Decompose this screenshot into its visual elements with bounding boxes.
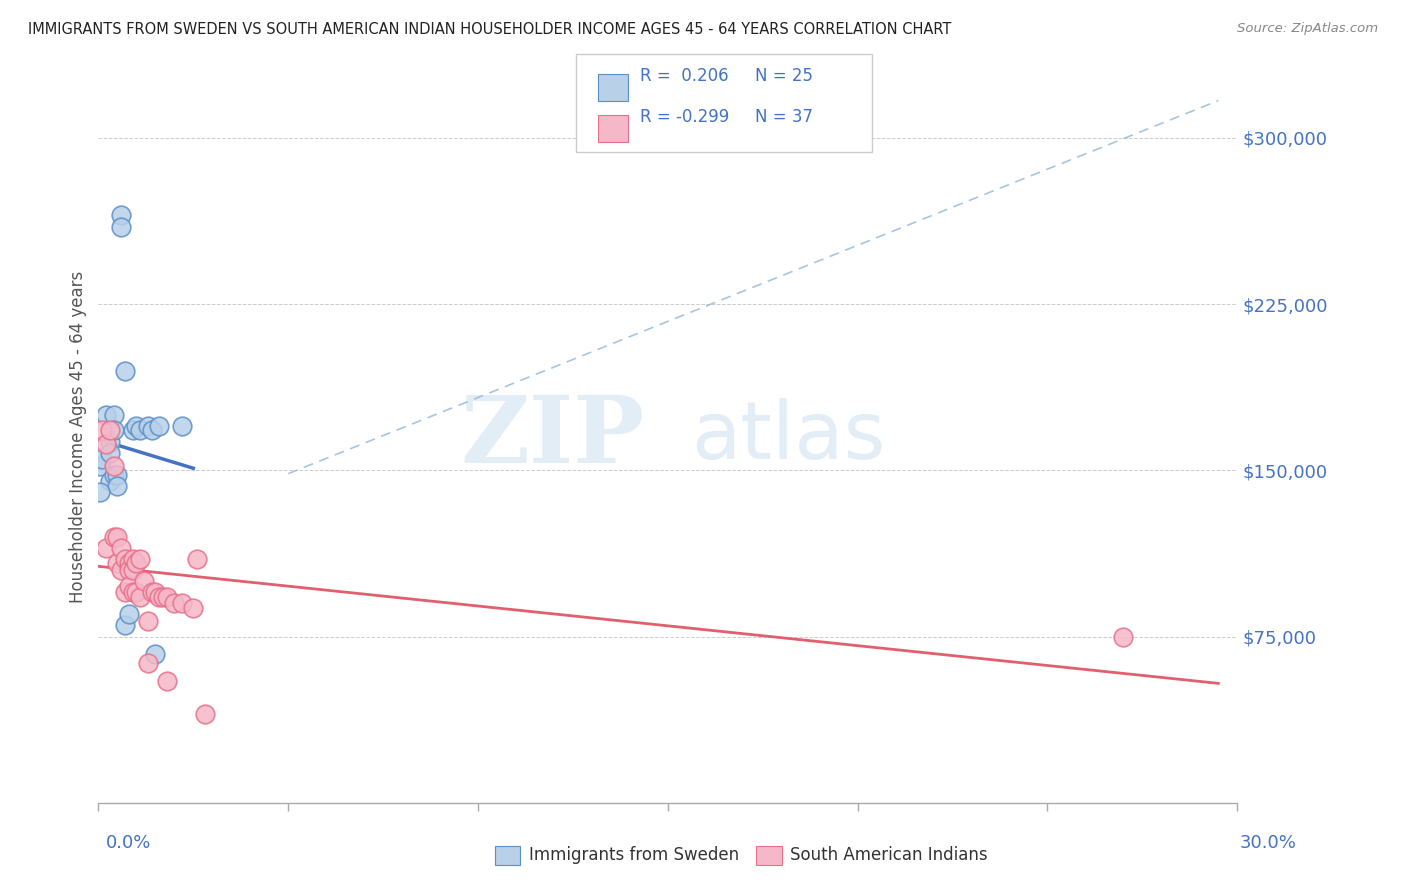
Text: R =  0.206: R = 0.206 xyxy=(640,67,728,85)
Text: 0.0%: 0.0% xyxy=(105,834,150,852)
Point xyxy=(186,552,208,566)
Point xyxy=(163,596,186,610)
Point xyxy=(145,648,167,662)
Text: ZIP: ZIP xyxy=(461,392,645,482)
Point xyxy=(136,419,159,434)
Point xyxy=(148,419,170,434)
Point xyxy=(110,541,132,555)
Text: Immigrants from Sweden: Immigrants from Sweden xyxy=(529,846,738,863)
Point xyxy=(170,419,193,434)
Point xyxy=(91,452,114,467)
Point xyxy=(103,424,125,438)
Point xyxy=(125,419,148,434)
Point xyxy=(141,585,163,599)
Point xyxy=(125,585,148,599)
Point xyxy=(89,458,111,473)
Point xyxy=(145,585,167,599)
Point xyxy=(194,707,217,722)
Point xyxy=(98,434,121,449)
Text: N = 25: N = 25 xyxy=(755,67,813,85)
Point xyxy=(103,530,125,544)
Point xyxy=(132,574,155,589)
Text: N = 37: N = 37 xyxy=(755,108,813,126)
Point xyxy=(129,552,152,566)
Text: R = -0.299: R = -0.299 xyxy=(640,108,728,126)
Point xyxy=(114,585,136,599)
Point xyxy=(148,590,170,604)
Point xyxy=(110,219,132,234)
Point xyxy=(103,408,125,422)
Point xyxy=(141,424,163,438)
Point xyxy=(98,424,121,438)
Point xyxy=(107,479,129,493)
Point xyxy=(129,424,152,438)
Point xyxy=(125,557,148,571)
Point xyxy=(98,475,121,489)
Point xyxy=(183,600,205,615)
Y-axis label: Householder Income Ages 45 - 64 years: Householder Income Ages 45 - 64 years xyxy=(69,271,87,603)
Point xyxy=(103,458,125,473)
Point xyxy=(110,209,132,223)
Point xyxy=(107,557,129,571)
Point xyxy=(136,614,159,628)
Point xyxy=(121,585,143,599)
Point xyxy=(118,563,141,577)
Point xyxy=(118,578,141,592)
Point xyxy=(121,424,143,438)
Point xyxy=(121,563,143,577)
Text: Source: ZipAtlas.com: Source: ZipAtlas.com xyxy=(1237,22,1378,36)
Point xyxy=(110,563,132,577)
Point xyxy=(152,590,174,604)
Point xyxy=(103,467,125,482)
Point xyxy=(129,590,152,604)
Point xyxy=(114,552,136,566)
Text: IMMIGRANTS FROM SWEDEN VS SOUTH AMERICAN INDIAN HOUSEHOLDER INCOME AGES 45 - 64 : IMMIGRANTS FROM SWEDEN VS SOUTH AMERICAN… xyxy=(28,22,952,37)
Text: South American Indians: South American Indians xyxy=(790,846,988,863)
Point xyxy=(121,552,143,566)
Point xyxy=(114,363,136,377)
Point xyxy=(156,590,179,604)
Point xyxy=(118,607,141,622)
Point xyxy=(94,408,117,422)
Text: atlas: atlas xyxy=(690,398,884,476)
Point xyxy=(89,485,111,500)
Point xyxy=(1112,630,1135,644)
Point xyxy=(114,618,136,632)
Point xyxy=(170,596,193,610)
Point xyxy=(118,557,141,571)
Point xyxy=(107,467,129,482)
Point xyxy=(94,436,117,450)
Text: 30.0%: 30.0% xyxy=(1240,834,1296,852)
Point xyxy=(136,656,159,670)
Point xyxy=(107,530,129,544)
Point xyxy=(98,445,121,459)
Point xyxy=(94,541,117,555)
Point xyxy=(156,673,179,688)
Point xyxy=(91,424,114,438)
